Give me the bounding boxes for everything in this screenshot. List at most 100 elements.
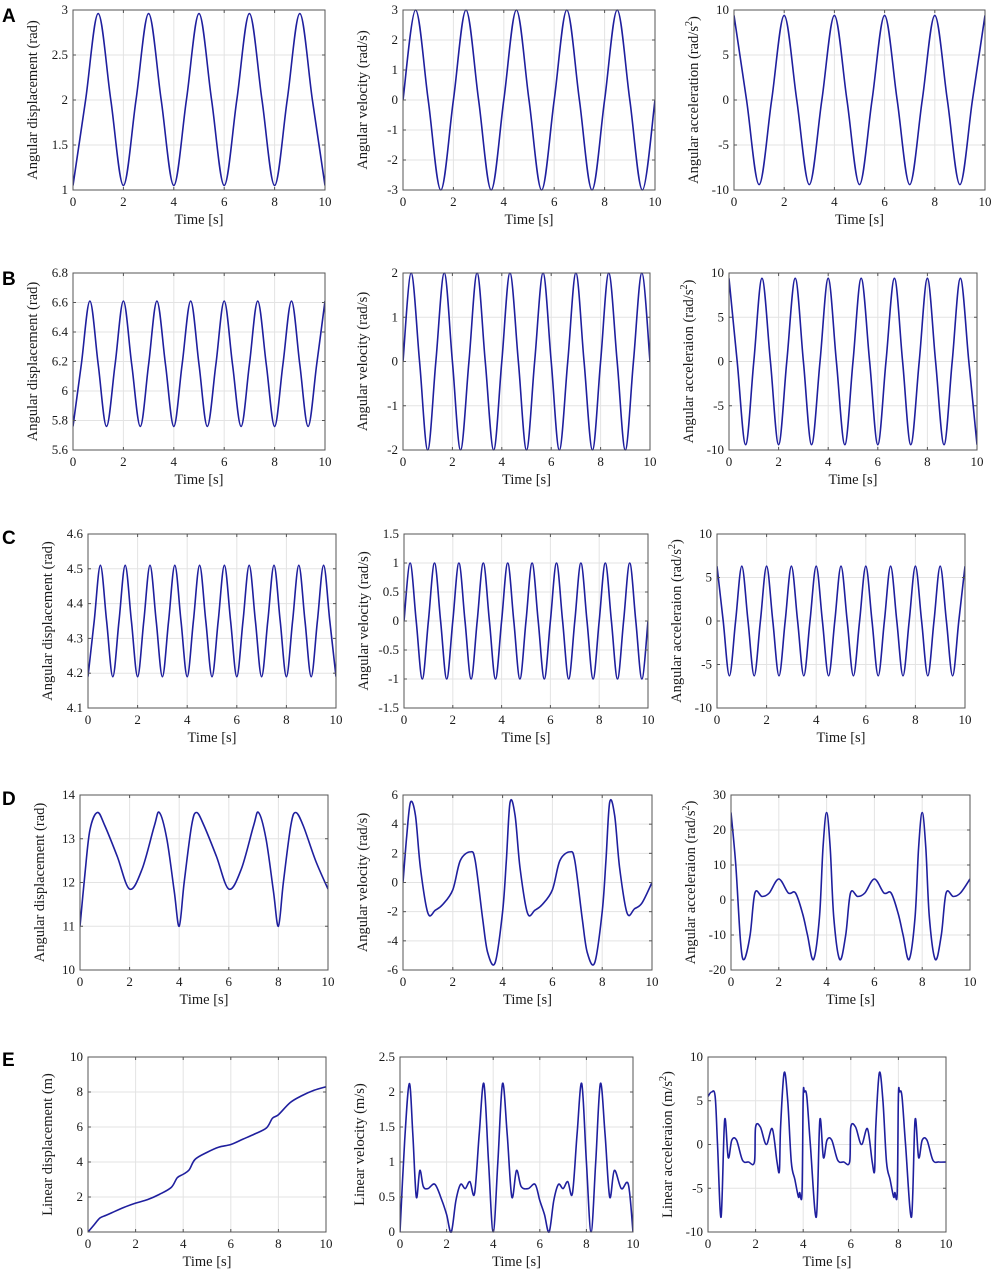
y-tick-label: 0 — [720, 892, 727, 907]
y-tick-label: 10 — [711, 265, 724, 280]
chart-panel: 0 2 4 6 8 10 -6 -4 -2 0 2 4 6 Time [s] Angular velocit… — [355, 787, 659, 1008]
x-tick-label: 6 — [221, 194, 228, 209]
y-tick-label: 5 — [723, 47, 730, 62]
y-tick-label: 10 — [716, 2, 729, 17]
y-tick-label: 20 — [713, 822, 726, 837]
x-axis-label: Time [s] — [179, 992, 228, 1008]
chart-panel: 0 2 4 6 8 10 5.6 5.8 6 6.2 6.4 6.6 6.8 Time [s] Angula… — [25, 265, 332, 488]
chart-panel: 0 2 4 6 8 10 -10 -5 0 5 10 Time [s] Linear accelerai… — [658, 1049, 953, 1270]
x-tick-label: 8 — [599, 974, 606, 989]
y-tick-label: 0 — [77, 1224, 84, 1239]
y-tick-label: -4 — [387, 933, 398, 948]
x-tick-label: 10 — [964, 974, 977, 989]
superscript: 2 — [679, 285, 690, 290]
y-tick-label: -5 — [701, 657, 712, 672]
x-tick-label: 8 — [932, 194, 939, 209]
x-tick-label: 8 — [271, 194, 278, 209]
y-tick-label: 3 — [62, 2, 69, 17]
y-tick-label: 1.5 — [379, 1119, 395, 1134]
y-tick-label: 4.3 — [67, 630, 83, 645]
x-tick-label: 6 — [234, 712, 241, 727]
y-tick-label: 4 — [392, 816, 399, 831]
label-rest: ) — [681, 280, 697, 285]
y-tick-label: -10 — [707, 442, 724, 457]
y-tick-label: -2 — [387, 442, 398, 457]
y-tick-label: 6.8 — [52, 265, 68, 280]
x-tick-label: 2 — [450, 194, 457, 209]
x-tick-label: 10 — [940, 1236, 953, 1251]
chart-panel: 0 2 4 6 8 10 -10 -5 0 5 10 Time [s] Angular accelera… — [684, 2, 992, 228]
x-tick-label: 8 — [596, 712, 603, 727]
x-tick-label: 4 — [490, 1236, 497, 1251]
series-line — [73, 12, 325, 187]
axes-box — [730, 794, 971, 971]
row-letter: C — [2, 528, 16, 549]
x-tick-label: 4 — [171, 454, 178, 469]
y-tick-label: 4.5 — [67, 561, 83, 576]
axes-box — [87, 533, 337, 709]
y-tick-label: 1 — [392, 62, 399, 77]
y-tick-label: 4.2 — [67, 665, 83, 680]
x-tick-label: 10 — [320, 1236, 333, 1251]
x-tick-label: 2 — [776, 974, 783, 989]
y-tick-label: 8 — [77, 1084, 84, 1099]
y-tick-label: 0 — [392, 92, 399, 107]
y-axis-label: Angular velocity (rad/s) — [355, 30, 371, 169]
x-tick-label: 0 — [401, 712, 408, 727]
y-tick-label: 12 — [62, 875, 75, 890]
x-tick-label: 2 — [763, 712, 770, 727]
y-axis-label: Angular velocity (rad/s) — [355, 813, 371, 952]
y-tick-label: 0 — [392, 875, 399, 890]
chart-panel: 0 2 4 6 8 10 -10 -5 0 5 10 Time [s] Angular accelera… — [667, 526, 972, 746]
label-rest: ) — [686, 16, 702, 21]
label-rest: ) — [683, 801, 699, 806]
x-axis-label: Time [s] — [174, 472, 223, 488]
y-axis-label: Angular acceleraion (rad/s2) — [681, 801, 699, 965]
x-tick-label: 10 — [627, 1236, 640, 1251]
x-tick-label: 8 — [912, 712, 919, 727]
x-tick-label: 4 — [831, 194, 838, 209]
y-tick-label: 30 — [713, 787, 726, 802]
x-axis-label: Time [s] — [504, 212, 553, 228]
y-tick-label: 0 — [697, 1137, 704, 1152]
y-tick-label: -0.5 — [378, 642, 399, 657]
series-line — [88, 1085, 326, 1233]
row-letter: B — [2, 269, 16, 290]
x-tick-label: 10 — [319, 194, 332, 209]
y-tick-label: 6 — [77, 1119, 84, 1134]
y-tick-label: -5 — [692, 1180, 703, 1195]
x-tick-label: 6 — [551, 194, 558, 209]
y-tick-label: 2 — [392, 32, 399, 47]
series-line — [729, 277, 977, 446]
x-tick-label: 10 — [330, 712, 343, 727]
series-line — [403, 798, 652, 966]
x-tick-label: 4 — [171, 194, 178, 209]
x-tick-label: 10 — [649, 194, 662, 209]
y-tick-label: 0 — [393, 613, 400, 628]
x-tick-label: 0 — [70, 454, 77, 469]
y-axis-label: Angular acceleraion (rad/s2) — [679, 280, 697, 444]
x-tick-label: 6 — [226, 974, 233, 989]
x-tick-label: 0 — [400, 454, 407, 469]
y-tick-label: 2.5 — [52, 47, 68, 62]
superscript: 2 — [681, 806, 692, 811]
x-tick-label: 2 — [120, 194, 127, 209]
chart-panel: 0 2 4 6 8 10 0 0.5 1 1.5 2 2.5 Time [s] Linear veloci… — [352, 1049, 640, 1270]
y-tick-label: -1.5 — [378, 700, 399, 715]
x-tick-label: 0 — [70, 194, 77, 209]
x-axis-label: Time [s] — [503, 992, 552, 1008]
x-tick-label: 4 — [180, 1236, 187, 1251]
axes-box — [399, 1056, 634, 1233]
x-tick-label: 8 — [283, 712, 290, 727]
x-tick-label: 0 — [397, 1236, 404, 1251]
x-tick-label: 8 — [271, 454, 278, 469]
y-axis-label: Angular velocity (rad/s) — [355, 292, 371, 431]
label-rest: ) — [660, 1071, 676, 1076]
y-axis-label: Angular acceleration (rad/s2) — [684, 16, 702, 184]
x-tick-label: 4 — [825, 454, 832, 469]
x-tick-label: 10 — [644, 454, 657, 469]
x-axis-label: Time [s] — [492, 1254, 541, 1270]
x-tick-label: 10 — [979, 194, 992, 209]
y-tick-label: 4.1 — [67, 700, 83, 715]
x-tick-label: 10 — [642, 712, 655, 727]
